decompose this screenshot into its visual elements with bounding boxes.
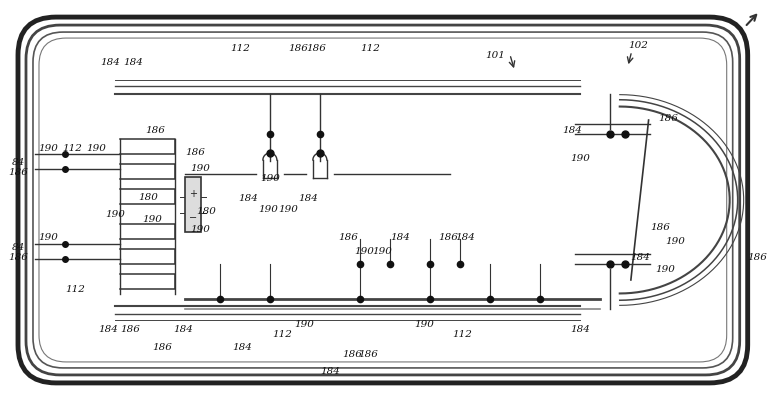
Text: 186: 186 bbox=[120, 325, 140, 334]
Text: 186: 186 bbox=[748, 253, 768, 262]
Text: 186: 186 bbox=[306, 43, 326, 53]
Text: 190: 190 bbox=[258, 205, 278, 214]
Text: 184: 184 bbox=[100, 57, 120, 67]
Text: 184: 184 bbox=[455, 233, 475, 242]
Text: 180: 180 bbox=[196, 207, 216, 216]
Text: 186: 186 bbox=[338, 233, 358, 242]
Text: 186: 186 bbox=[145, 125, 165, 134]
Text: 112: 112 bbox=[65, 285, 85, 294]
Text: 180: 180 bbox=[138, 192, 158, 201]
Text: 190: 190 bbox=[655, 265, 674, 274]
Text: 190: 190 bbox=[414, 320, 434, 329]
Text: 112: 112 bbox=[230, 43, 250, 53]
Text: 112: 112 bbox=[62, 143, 82, 152]
Text: 190: 190 bbox=[38, 143, 58, 152]
Text: 186: 186 bbox=[358, 350, 378, 358]
Text: 190: 190 bbox=[86, 143, 106, 152]
Text: 190: 190 bbox=[278, 205, 298, 214]
Text: 186: 186 bbox=[650, 223, 670, 232]
Text: 190: 190 bbox=[372, 247, 392, 256]
Text: 184: 184 bbox=[562, 125, 581, 134]
Text: 184: 184 bbox=[173, 325, 193, 334]
Text: 184: 184 bbox=[390, 233, 410, 242]
Text: 84: 84 bbox=[12, 157, 25, 166]
Text: 101: 101 bbox=[485, 51, 505, 59]
Text: 184: 184 bbox=[238, 193, 258, 202]
Text: 112: 112 bbox=[360, 43, 380, 53]
Text: 184: 184 bbox=[630, 253, 650, 262]
Text: 184: 184 bbox=[298, 193, 318, 202]
Text: 186: 186 bbox=[657, 113, 677, 122]
Text: 184: 184 bbox=[570, 325, 590, 334]
Text: 102: 102 bbox=[627, 41, 647, 49]
Text: 184: 184 bbox=[232, 342, 252, 352]
Text: 184: 184 bbox=[123, 57, 143, 67]
Text: 190: 190 bbox=[665, 237, 684, 246]
Text: 190: 190 bbox=[142, 215, 162, 224]
Text: 186: 186 bbox=[8, 167, 28, 176]
Text: 186: 186 bbox=[152, 342, 172, 352]
Text: 186: 186 bbox=[342, 350, 362, 358]
Text: 190: 190 bbox=[38, 233, 58, 242]
Text: 190: 190 bbox=[190, 225, 210, 234]
Text: 190: 190 bbox=[570, 153, 590, 162]
Text: 112: 112 bbox=[272, 330, 292, 338]
Text: 190: 190 bbox=[294, 320, 314, 329]
Text: 186: 186 bbox=[185, 147, 205, 156]
Text: 184: 184 bbox=[320, 367, 339, 375]
Text: 84: 84 bbox=[12, 243, 25, 252]
Text: 190: 190 bbox=[260, 173, 280, 182]
Text: 184: 184 bbox=[98, 325, 118, 334]
Text: 190: 190 bbox=[354, 247, 374, 256]
Text: 186: 186 bbox=[438, 233, 458, 242]
Text: 112: 112 bbox=[452, 330, 472, 338]
Text: 190: 190 bbox=[190, 163, 210, 172]
Text: 186: 186 bbox=[288, 43, 308, 53]
Bar bbox=[185, 178, 201, 233]
Text: +: + bbox=[189, 188, 197, 198]
Text: 190: 190 bbox=[105, 210, 125, 219]
Text: −: − bbox=[189, 213, 197, 223]
Text: 186: 186 bbox=[8, 253, 28, 262]
